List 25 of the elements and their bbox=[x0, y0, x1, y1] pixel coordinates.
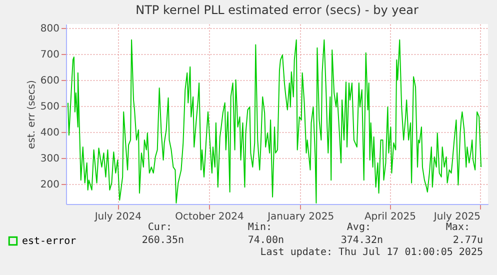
x-tick-label: April 2025 bbox=[364, 212, 416, 222]
text: 374.32n bbox=[340, 235, 383, 246]
y-tick-label: 300 bbox=[40, 153, 60, 164]
text: Avg: bbox=[346, 222, 371, 233]
y-tick-label: 400 bbox=[40, 127, 60, 138]
chart-title: NTP kernel PLL estimated error (secs) - by year bbox=[136, 2, 418, 17]
y-tick-label: 700 bbox=[40, 49, 60, 60]
line-series bbox=[67, 39, 482, 204]
text: 74.00n bbox=[248, 235, 284, 246]
legend-label: est-error bbox=[22, 236, 76, 247]
y-tick-label: 800 bbox=[40, 23, 60, 34]
text: Cur: bbox=[148, 222, 172, 233]
y-axis-title: est. err (secs) bbox=[26, 80, 38, 149]
x-tick-label: January 2025 bbox=[266, 212, 334, 222]
text: 2.77u bbox=[452, 235, 483, 246]
x-tick-label: October 2024 bbox=[175, 212, 244, 222]
text: 260.35n bbox=[142, 235, 184, 246]
x-tick-label: July 2025 bbox=[432, 212, 481, 222]
y-tick-label: 200 bbox=[40, 179, 60, 190]
y-tick-label: 500 bbox=[40, 101, 60, 112]
y-tick-label: 600 bbox=[40, 75, 60, 86]
text: Max: bbox=[446, 222, 470, 233]
text: Min: bbox=[248, 222, 272, 233]
text: Last update: Thu Jul 17 01:00:05 2025 bbox=[260, 247, 483, 258]
x-tick-label: July 2024 bbox=[94, 212, 142, 222]
